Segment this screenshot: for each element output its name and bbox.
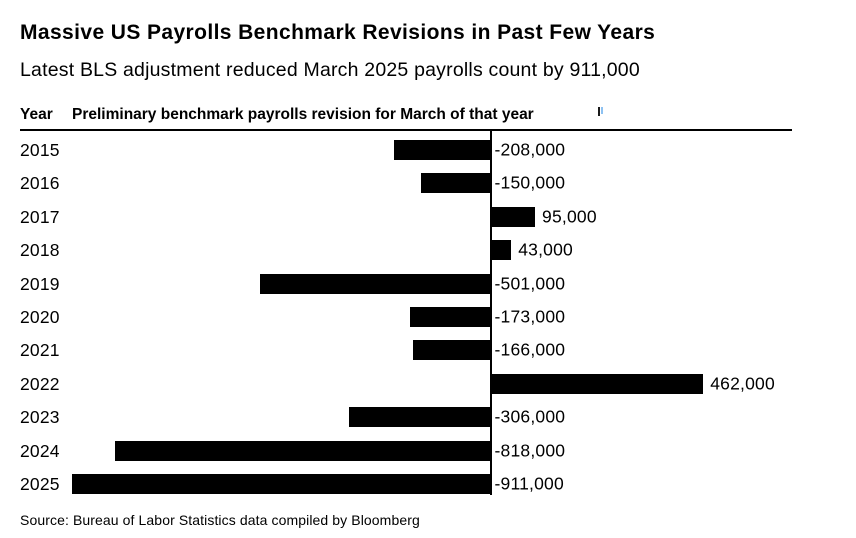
value-label: -501,000 [494, 273, 566, 294]
bar [491, 373, 704, 394]
bar [410, 306, 490, 327]
value-label: 462,000 [710, 373, 775, 394]
year-label: 2019 [20, 273, 60, 294]
bar-plot-area: -150,000 [72, 172, 792, 194]
year-label: 2018 [20, 240, 60, 261]
year-label: 2021 [20, 340, 60, 361]
chart-title: Massive US Payrolls Benchmark Revisions … [20, 21, 656, 44]
year-label: 2025 [20, 473, 60, 494]
chart-row: 2025 -911,000 [20, 464, 792, 497]
year-label: 2016 [20, 173, 60, 194]
source-note: Source: Bureau of Labor Statistics data … [20, 511, 420, 528]
year-label: 2015 [20, 140, 60, 160]
chart-subtitle: Latest BLS adjustment reduced March 2025… [20, 59, 640, 81]
value-label: -306,000 [494, 406, 566, 427]
bar [72, 473, 490, 494]
bar-plot-area: -911,000 [72, 473, 792, 494]
value-label: -208,000 [494, 139, 566, 160]
chart-row: 2021 -166,000 [20, 331, 792, 364]
bar-plot-area: -306,000 [72, 406, 792, 428]
bar-plot-area: 43,000 [72, 239, 792, 261]
value-label: 43,000 [518, 239, 573, 260]
chart-row: 2023 -306,000 [20, 398, 792, 431]
text-cursor-artifact [598, 107, 603, 116]
chart-row: 2019 -501,000 [20, 264, 792, 297]
year-label: 2024 [20, 440, 60, 461]
value-label: -911,000 [494, 473, 564, 494]
bar-plot-area: -208,000 [72, 140, 792, 160]
zero-axis-line [489, 130, 492, 495]
chart-row: 2022 462,000 [20, 364, 792, 397]
chart-row: 2015 -208,000 [20, 131, 792, 164]
value-label: -150,000 [494, 172, 566, 193]
year-column-header: Year [20, 106, 53, 123]
bar-plot-area: 462,000 [72, 373, 792, 394]
chart-row: 2017 95,000 [20, 197, 792, 230]
chart-row: 2024 -818,000 [20, 431, 792, 464]
bar [491, 240, 512, 261]
bar [114, 440, 490, 461]
bar-plot-area: -818,000 [72, 440, 792, 461]
value-label: -818,000 [494, 440, 566, 461]
bar-plot-area: 95,000 [72, 206, 792, 227]
chart-row: 2018 43,000 [20, 231, 792, 264]
value-column-header: Preliminary benchmark payrolls revision … [72, 106, 534, 123]
value-label: -173,000 [494, 306, 566, 327]
value-label: 95,000 [542, 206, 597, 227]
bar [413, 340, 490, 361]
bar [349, 407, 490, 428]
column-header-row: Year Preliminary benchmark payrolls revi… [20, 106, 792, 131]
bar [420, 173, 490, 194]
bar-plot-area: -166,000 [72, 339, 792, 361]
year-label: 2023 [20, 407, 60, 428]
chart-row: 2016 -150,000 [20, 164, 792, 197]
year-label: 2022 [20, 373, 60, 394]
bar-plot-area: -173,000 [72, 306, 792, 327]
year-label: 2020 [20, 306, 60, 327]
year-label: 2017 [20, 206, 60, 227]
bar [491, 206, 536, 227]
chart-row: 2020 -173,000 [20, 297, 792, 330]
bar [259, 273, 490, 294]
bar-chart: 2015 -208,000 2016 -150,000 2017 95,000 2018 43… [20, 130, 792, 498]
bar [394, 140, 490, 160]
bar-plot-area: -501,000 [72, 273, 792, 294]
value-label: -166,000 [494, 339, 566, 360]
